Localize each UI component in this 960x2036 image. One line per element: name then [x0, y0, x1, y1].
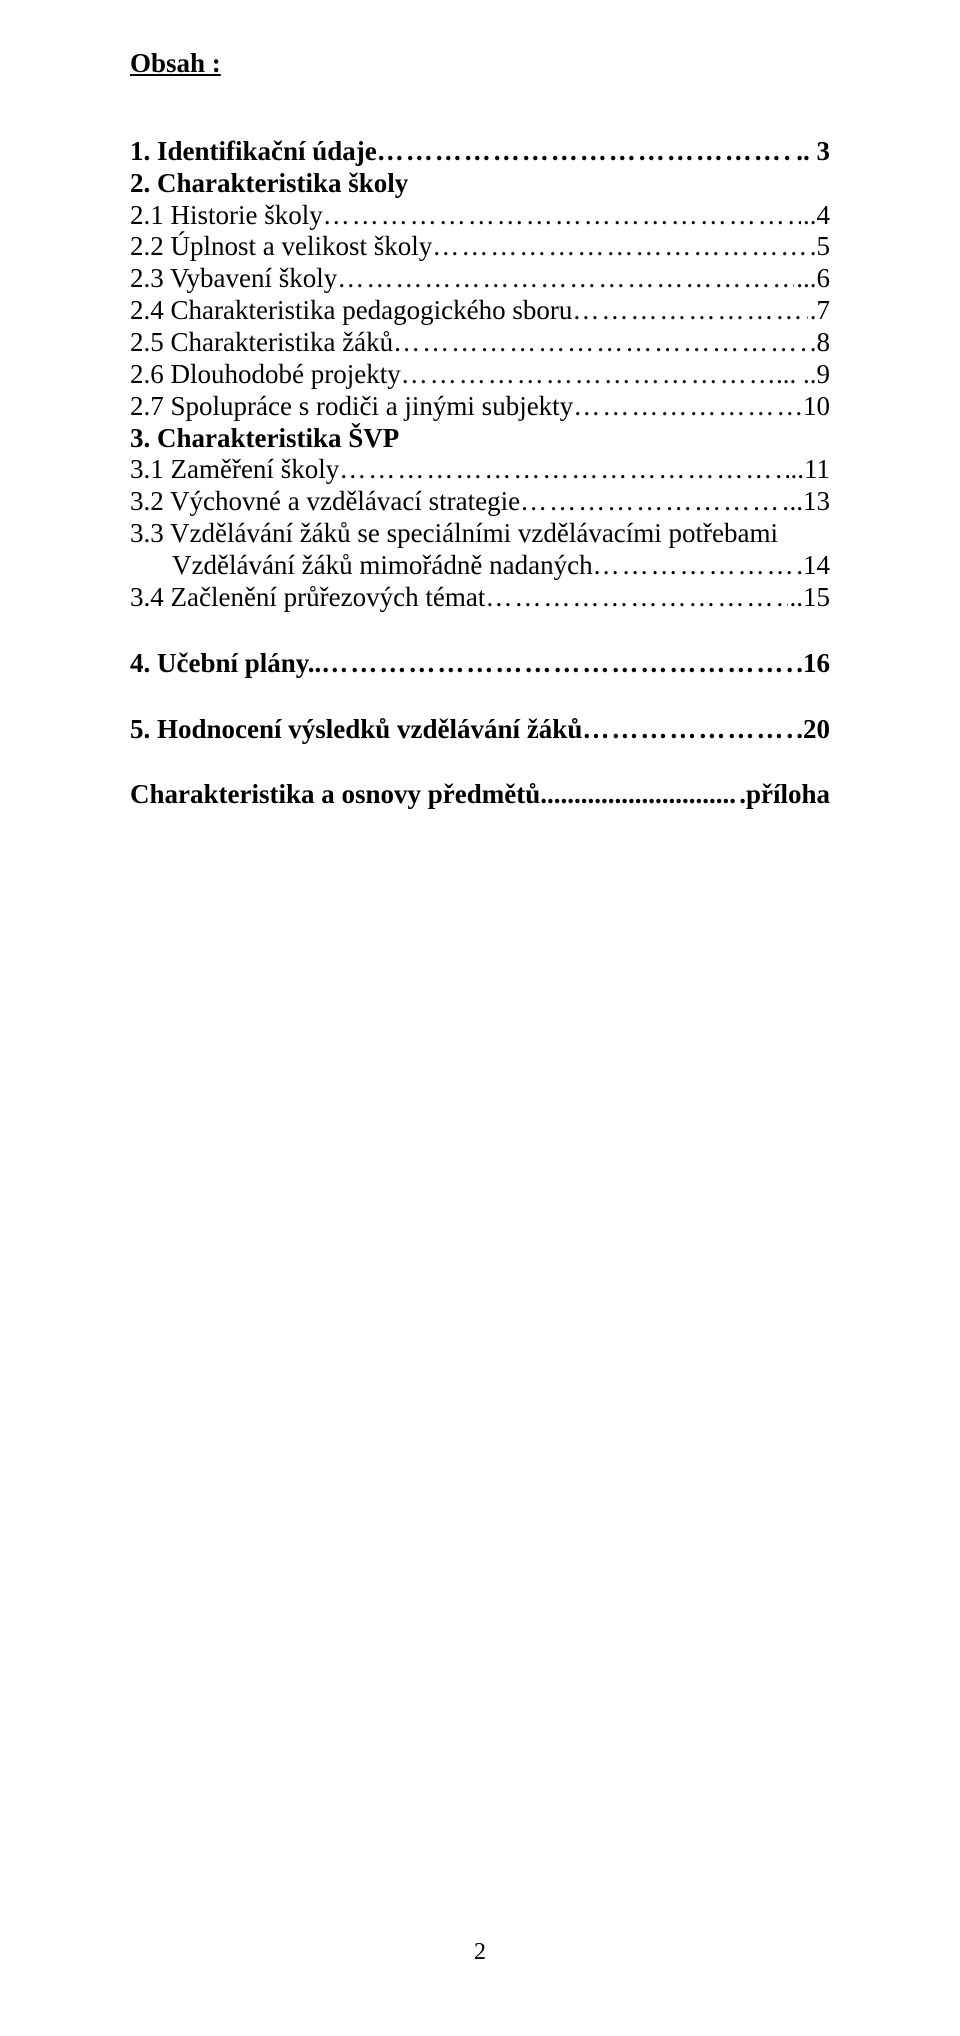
- toc-leader: [520, 486, 787, 518]
- toc-leader: [323, 200, 801, 232]
- toc-entry: 4. Učební plány.. .16: [130, 648, 830, 680]
- toc-entry: 3.1 Zaměření školy ..11: [130, 454, 830, 486]
- toc-entry-page: .7: [808, 295, 830, 327]
- toc-entry-page: .. 3: [794, 136, 830, 168]
- toc-entry: 5. Hodnocení výsledků vzdělávání žáků .2…: [130, 714, 830, 746]
- toc-leader: [337, 263, 794, 295]
- toc-leader: [321, 648, 794, 680]
- toc-entry: 2.4 Charakteristika pedagogického sboru.…: [130, 295, 830, 327]
- toc-entry: 2.3 Vybavení školy ...6: [130, 263, 830, 295]
- toc-leader: [339, 454, 788, 486]
- toc-entry-label: 3. Charakteristika ŠVP: [130, 423, 399, 455]
- toc-entry: 3.3 Vzdělávání žáků se speciálními vzděl…: [130, 518, 830, 550]
- toc-entry-page: ...6: [794, 263, 830, 295]
- toc-entry-page: 10: [801, 391, 830, 423]
- toc-entry-page: ... ..9: [774, 359, 830, 391]
- toc-leader: [540, 779, 737, 811]
- toc-entry-page: .příloha: [737, 779, 830, 811]
- toc-entry-label: 2. Charakteristika školy: [130, 168, 408, 200]
- toc-entry-label: 3.1 Zaměření školy: [130, 454, 339, 486]
- toc-leader: [582, 714, 794, 746]
- toc-entry: 3.4 Začlenění průřezových témat ..15: [130, 582, 830, 614]
- page-number: 2: [0, 1939, 960, 1966]
- toc-entry: 2.1 Historie školy ..4: [130, 200, 830, 232]
- toc-leader: [401, 359, 774, 391]
- toc-entry-page: .5: [808, 231, 830, 263]
- doc-title: Obsah :: [130, 48, 830, 80]
- toc-leader: [377, 136, 794, 168]
- toc-entry: 2.5 Charakteristika žáků .8: [130, 327, 830, 359]
- toc-entry-label: 2.5 Charakteristika žáků: [130, 327, 393, 359]
- toc-entry-page: ..11: [789, 454, 831, 486]
- toc-entry-label: 2.1 Historie školy: [130, 200, 323, 232]
- toc-entry-label: 2.3 Vybavení školy: [130, 263, 337, 295]
- table-of-contents: 1. Identifikační údaje .. 3 2. Charakteris…: [130, 136, 830, 811]
- toc-entry-label: 2.7 Spolupráce s rodiči a jinými subjekt…: [130, 391, 573, 423]
- page: Obsah : 1. Identifikační údaje .. 3 2. Cha…: [0, 0, 960, 2036]
- toc-leader: [485, 582, 787, 614]
- toc-entry: 2.7 Spolupráce s rodiči a jinými subjekt…: [130, 391, 830, 423]
- toc-entry-label: 2.2 Úplnost a velikost školy: [130, 231, 432, 263]
- toc-leader: [432, 231, 808, 263]
- toc-leader: [573, 391, 801, 423]
- toc-entry-page: .8: [808, 327, 830, 359]
- toc-leader: [593, 550, 795, 582]
- toc-entry: Charakteristika a osnovy předmětů .příloh…: [130, 779, 830, 811]
- toc-entry: 2.6 Dlouhodobé projekty ... ..9: [130, 359, 830, 391]
- toc-entry-label: 2.6 Dlouhodobé projekty: [130, 359, 401, 391]
- toc-entry-label: 5. Hodnocení výsledků vzdělávání žáků: [130, 714, 582, 746]
- toc-entry-page: ..13: [788, 486, 831, 518]
- toc-entry-label: 3.2 Výchovné a vzdělávací strategie: [130, 486, 520, 518]
- toc-entry-page: ..15: [788, 582, 831, 614]
- toc-entry-page: ..4: [801, 200, 830, 232]
- toc-leader: [393, 327, 808, 359]
- toc-entry-label: Charakteristika a osnovy předmětů: [130, 779, 540, 811]
- toc-entry-label: 1. Identifikační údaje: [130, 136, 377, 168]
- toc-entry-label: 3.3 Vzdělávání žáků se speciálními vzděl…: [130, 518, 778, 550]
- toc-entry-label: Vzdělávání žáků mimořádně nadaných: [172, 550, 593, 582]
- toc-entry: Vzdělávání žáků mimořádně nadaných .14: [130, 550, 830, 582]
- toc-entry-label: 4. Učební plány..: [130, 648, 321, 680]
- toc-entry-page: .14: [794, 550, 830, 582]
- toc-entry-label: 3.4 Začlenění průřezových témat: [130, 582, 485, 614]
- toc-entry-label: 2.4 Charakteristika pedagogického sboru: [130, 295, 572, 327]
- toc-entry-page: .20: [794, 714, 830, 746]
- toc-entry: 1. Identifikační údaje .. 3: [130, 136, 830, 168]
- toc-entry: 2.2 Úplnost a velikost školy .5: [130, 231, 830, 263]
- toc-entry: 3.2 Výchovné a vzdělávací strategie ..13: [130, 486, 830, 518]
- toc-entry: 2. Charakteristika školy: [130, 168, 830, 200]
- toc-entry-page: .16: [794, 648, 830, 680]
- toc-entry: 3. Charakteristika ŠVP: [130, 423, 830, 455]
- toc-leader: [572, 295, 807, 327]
